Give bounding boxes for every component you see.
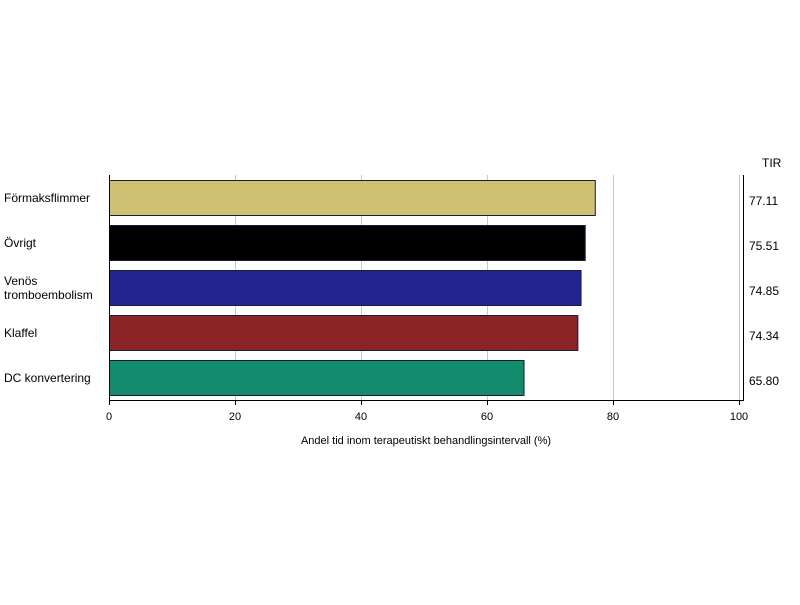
category-label-4: DC konvertering [4, 371, 91, 385]
category-label-1: Övrigt [4, 236, 37, 250]
value-column-header: TIR [762, 156, 782, 170]
value-label-1: 75.51 [749, 239, 780, 253]
bar-1 [109, 225, 586, 261]
category-label-2: Venös tromboembolism [4, 274, 93, 302]
value-label-4: 65.80 [749, 374, 780, 388]
x-tick-label-40: 40 [354, 411, 368, 423]
category-label-3: Klaffel [4, 326, 38, 340]
x-tick-label-100: 100 [729, 411, 749, 423]
bar-3 [109, 315, 579, 351]
x-tick-label-20: 20 [228, 411, 242, 423]
x-tick-label-0: 0 [105, 411, 113, 423]
value-label-3: 74.34 [749, 329, 780, 343]
bar-4 [109, 360, 525, 396]
bar-0 [109, 180, 596, 216]
value-label-0: 77.11 [749, 194, 779, 208]
x-tick-label-60: 60 [480, 411, 494, 423]
x-tick-label-80: 80 [606, 411, 620, 423]
category-label-0: Förmaksflimmer [4, 191, 90, 205]
x-axis-title: Andel tid inom terapeutiskt behandlingsi… [300, 435, 552, 447]
value-label-2: 74.85 [749, 284, 780, 298]
bar-2 [109, 270, 582, 306]
